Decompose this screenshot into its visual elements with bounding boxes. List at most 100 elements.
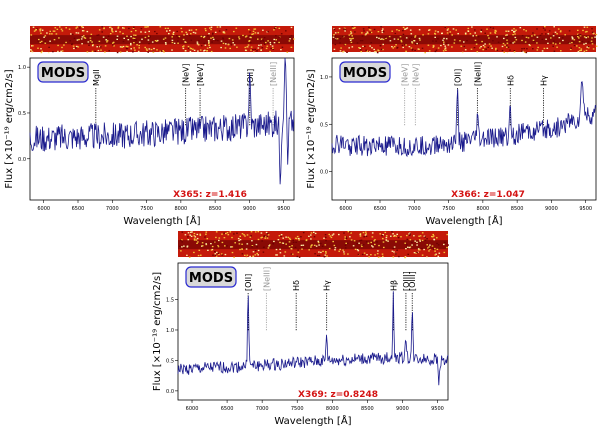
strip-pixel [228,37,231,40]
strip-pixel [434,32,436,35]
strip-pixel [206,50,208,52]
strip-pixel [159,26,162,28]
strip-pixel [198,249,201,251]
strip-pixel [444,47,447,49]
strip-pixel [550,37,552,39]
strip-pixel [282,237,284,239]
strip-pixel [244,235,246,237]
strip-pixel [333,244,336,247]
strip-pixel [494,32,497,34]
strip-pixel [98,40,101,42]
y-tick-label: 0.5 [166,358,174,364]
strip-pixel [393,235,395,237]
strip-pixel [577,35,579,37]
strip-pixel [130,42,132,45]
strip-pixel [444,26,447,28]
strip-pixel [475,43,478,45]
strip-pixel [371,47,373,49]
strip-pixel [286,51,289,53]
strip-pixel [595,45,598,47]
strip-pixel [207,35,209,37]
strip-pixel [239,239,242,241]
strip-pixel [156,32,158,35]
strip-pixel [409,29,412,31]
strip-pixel [501,45,504,48]
strip-pixel [495,49,497,51]
strip-pixel [443,243,445,246]
strip-pixel [541,50,544,52]
strip-pixel [294,237,297,239]
strip-pixel [184,234,187,236]
strip-pixel [405,37,408,39]
strip-pixel [446,246,448,249]
strip-pixel [369,31,371,34]
strip-pixel [214,31,217,33]
strip-pixel [193,239,196,241]
strip-pixel [373,48,375,51]
strip-pixel [245,248,248,250]
strip-pixel [244,36,247,38]
strip-pixel [419,39,421,41]
strip-pixel [370,254,372,256]
strip-pixel [506,36,509,38]
strip-pixel [332,36,335,38]
strip-pixel [349,33,352,35]
strip-pixel [102,36,105,38]
strip-pixel [372,246,374,248]
strip-pixel [222,32,225,34]
strip-pixel [426,244,428,246]
strip-pixel [269,50,271,53]
strip-pixel [294,246,297,248]
strip-pixel [559,42,561,44]
strip-pixel [384,231,387,234]
strip-pixel [418,29,421,31]
y-tick-label: 1.5 [166,298,174,304]
strip-pixel [207,249,209,251]
strip-pixel [238,239,240,242]
strip-pixel [368,26,370,28]
strip-pixel [496,36,498,38]
strip-pixel [408,234,411,236]
strip-pixel [147,51,149,53]
strip-pixel [241,243,243,245]
strip-pixel [229,231,232,233]
strip-pixel [212,241,215,243]
strip-pixel [30,34,33,36]
strip-pixel [405,248,407,250]
strip-pixel [134,34,137,36]
strip-pixel [407,253,409,255]
strip-pixel [324,234,327,236]
strip-pixel [381,30,383,32]
strip-pixel [435,253,437,255]
strip-pixel [288,241,291,243]
strip-pixel [250,235,252,237]
strip-pixel [364,34,367,36]
strip-pixel [406,244,408,246]
strip-pixel [402,46,404,49]
instrument-badge: MODS [185,266,237,288]
strip-pixel [453,42,456,44]
strip-pixel [361,35,364,37]
strip-pixel [122,27,124,29]
strip-pixel [233,233,235,235]
strip-pixel [361,245,363,248]
strip-pixel [238,36,240,38]
strip-pixel [101,26,103,28]
strip-pixel [362,231,365,234]
strip-pixel [397,237,400,239]
strip-pixel [342,35,344,37]
x-tick-label: 7000 [106,206,119,212]
strip-pixel [505,30,508,32]
strip-pixel [413,36,415,39]
y-tick-label: 0.0 [166,389,174,395]
strip-pixel [296,235,299,238]
strip-pixel [577,36,579,38]
strip-pixel [280,235,282,237]
x-tick-label: 9000 [396,406,409,412]
strip-pixel [316,254,319,257]
badge-box [37,61,89,83]
strip-pixel [383,246,385,249]
emission-line-label: Hβ [389,280,398,291]
strip-pixel [206,47,209,49]
strip-pixel [148,35,151,37]
